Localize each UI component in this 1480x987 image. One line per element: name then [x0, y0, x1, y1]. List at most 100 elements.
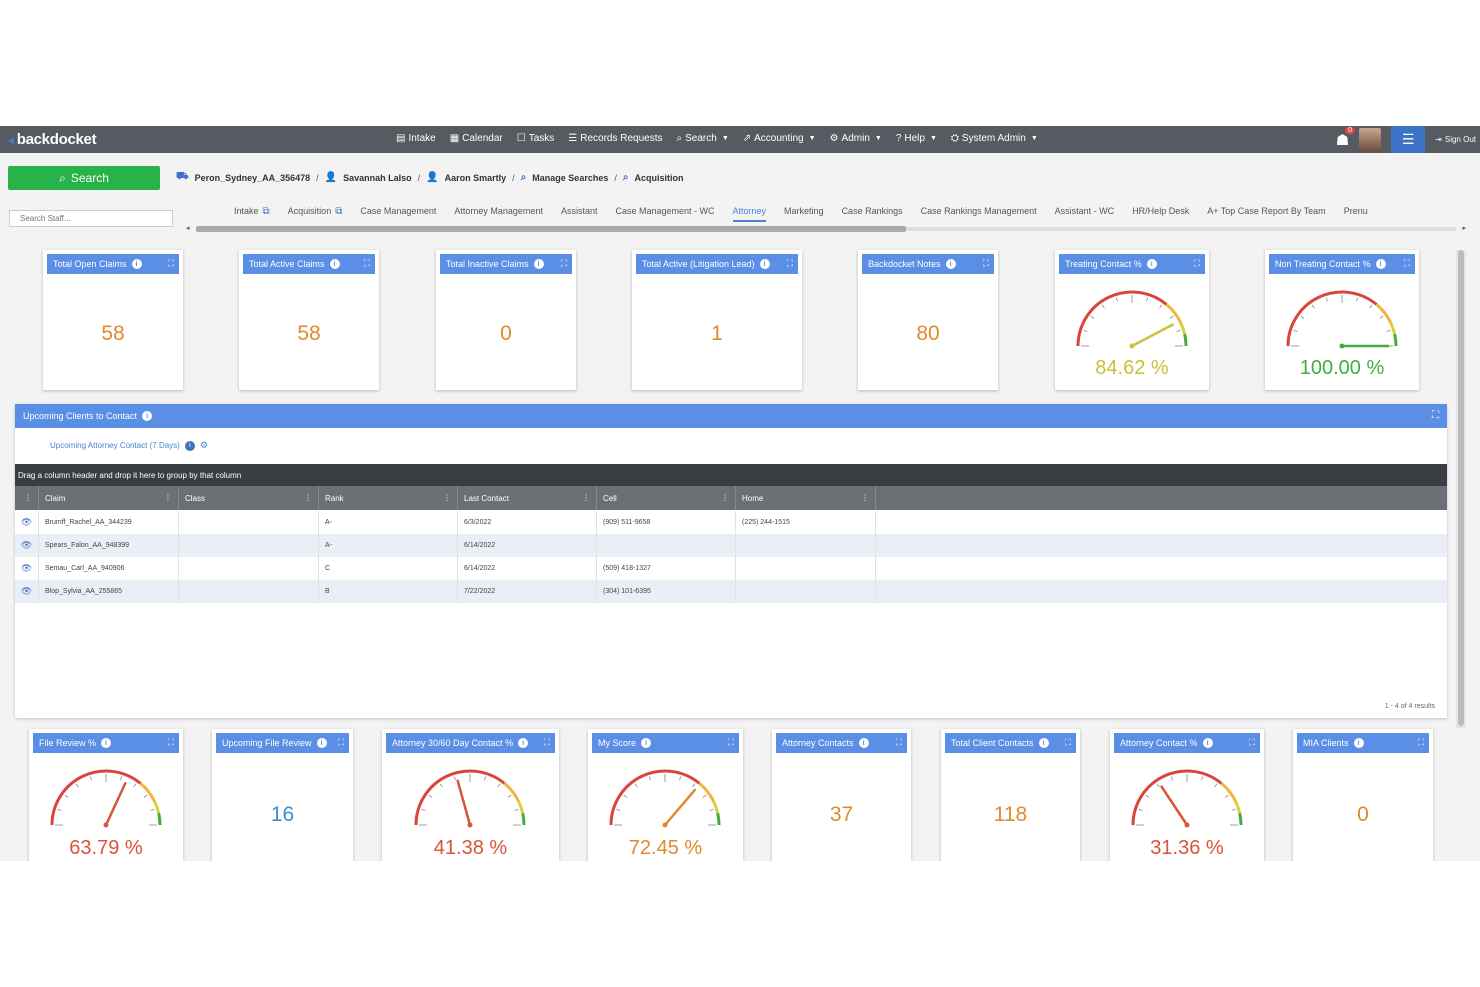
sign-out-button[interactable]: ⇥ Sign Out — [1435, 135, 1476, 144]
external-link-icon[interactable]: ⧉ — [262, 206, 270, 217]
tab-assistant[interactable]: Assistant — [561, 206, 598, 222]
expand-icon[interactable]: ⛶ — [363, 258, 370, 268]
breadcrumb-item[interactable]: Manage Searches — [532, 172, 609, 183]
nav-help[interactable]: ? Help ▼ — [896, 133, 937, 144]
info-icon[interactable]: i — [142, 411, 153, 421]
column-menu-icon[interactable]: ⋮ — [721, 493, 729, 502]
nav-admin[interactable]: ⚙ Admin ▼ — [830, 133, 882, 144]
info-icon[interactable]: i — [101, 738, 112, 748]
column-header-rank[interactable]: Rank ⋮ — [319, 486, 458, 510]
info-icon[interactable]: i — [1038, 738, 1049, 748]
column-menu-icon[interactable]: ⋮ — [24, 493, 32, 502]
info-icon[interactable]: i — [184, 440, 195, 451]
column-menu-icon[interactable]: ⋮ — [304, 493, 312, 502]
cell-claim[interactable]: Brumff_Rachel_AA_344239 — [39, 511, 179, 534]
staff-search-input[interactable] — [9, 210, 173, 227]
tab-attorney[interactable]: Attorney — [732, 206, 767, 222]
tab-acquisition[interactable]: Acquisition ⧉ — [288, 206, 343, 222]
expand-icon[interactable]: ⛶ — [560, 258, 567, 268]
nav-intake[interactable]: ▤ Intake — [396, 133, 436, 144]
tab-hr-help-desk[interactable]: HR/Help Desk — [1132, 206, 1189, 222]
info-icon[interactable]: i — [1146, 259, 1157, 269]
scroll-left-icon[interactable]: ◂ — [186, 225, 190, 232]
nav-records-requests[interactable]: ☰ Records Requests — [568, 133, 662, 144]
column-menu-icon[interactable]: ⋮ — [582, 493, 590, 502]
tab-case-management-wc[interactable]: Case Management - WC — [615, 206, 714, 222]
nav-system-admin[interactable]: ⛭ System Admin ▼ — [951, 133, 1038, 144]
table-row[interactable]: 👁 Spears_Falon_AA_948399 A- 6/14/2022 — [15, 534, 1447, 557]
search-button[interactable]: ⌕ Search — [8, 166, 160, 190]
info-icon[interactable]: i — [131, 259, 142, 269]
column-header-home[interactable]: Home ⋮ — [736, 486, 876, 510]
scroll-right-icon[interactable]: ▸ — [1462, 225, 1466, 232]
page-scrollbar[interactable] — [1456, 250, 1466, 728]
app-logo[interactable]: ◂ backdocket — [8, 131, 97, 148]
info-icon[interactable]: i — [1375, 259, 1386, 269]
cell-claim[interactable]: Blop_Sylvia_AA_255865 — [39, 580, 179, 603]
view-eye-icon[interactable]: 👁 — [15, 511, 39, 534]
breadcrumb-item[interactable]: Savannah Lalso — [343, 172, 412, 183]
expand-icon[interactable]: ⛶ — [1403, 258, 1410, 268]
scroll-thumb[interactable] — [196, 226, 906, 232]
view-eye-icon[interactable]: 👁 — [15, 580, 39, 603]
tab-case-rankings-management[interactable]: Case Rankings Management — [921, 206, 1037, 222]
tab-intake[interactable]: Intake ⧉ — [234, 206, 270, 222]
group-by-drop-zone[interactable]: Drag a column header and drop it here to… — [15, 464, 1447, 486]
tab-case-management[interactable]: Case Management — [360, 206, 436, 222]
column-header-last-contact[interactable]: Last Contact ⋮ — [458, 486, 597, 510]
view-eye-icon[interactable]: 👁 — [15, 557, 39, 580]
tab-case-rankings[interactable]: Case Rankings — [842, 206, 903, 222]
menu-toggle-button[interactable]: ☰ — [1391, 126, 1426, 153]
tab-assistant-wc[interactable]: Assistant - WC — [1055, 206, 1115, 222]
info-icon[interactable]: i — [641, 738, 652, 748]
nav-calendar[interactable]: ▦ Calendar — [450, 133, 503, 144]
breadcrumb-item[interactable]: Aaron Smartly — [444, 172, 507, 183]
info-icon[interactable]: i — [945, 259, 956, 269]
expand-icon[interactable]: ⛶ — [1417, 737, 1424, 747]
column-menu-icon[interactable]: ⋮ — [164, 493, 172, 502]
avatar[interactable] — [1359, 127, 1382, 152]
tab-attorney-management[interactable]: Attorney Management — [454, 206, 543, 222]
info-icon[interactable]: i — [316, 738, 327, 748]
expand-icon[interactable]: ⛶ — [786, 258, 793, 268]
expand-icon[interactable]: ⛶ — [337, 737, 344, 747]
expand-icon[interactable]: ⛶ — [1248, 737, 1255, 747]
options-icon[interactable]: ⚙ — [199, 440, 208, 450]
expand-icon[interactable]: ⛶ — [1193, 258, 1200, 268]
info-icon[interactable]: i — [1202, 738, 1213, 748]
tab-prenu[interactable]: Prenu — [1344, 206, 1368, 222]
page-scroll-thumb[interactable] — [1458, 250, 1464, 726]
table-row[interactable]: 👁 Semau_Carl_AA_940906 C 6/14/2022 (509)… — [15, 557, 1447, 580]
info-icon[interactable]: i — [533, 259, 544, 269]
expand-icon[interactable]: ⛶ — [982, 258, 989, 268]
expand-icon[interactable]: ⛶ — [167, 258, 174, 268]
expand-icon[interactable]: ⛶ — [167, 737, 174, 747]
tab-marketing[interactable]: Marketing — [784, 206, 824, 222]
expand-icon[interactable]: ⛶ — [1064, 737, 1071, 747]
upcoming-attorney-contact-link[interactable]: Upcoming Attorney Contact (7 Days) i ⚙ — [50, 440, 208, 451]
nav-accounting[interactable]: ⇗ Accounting ▼ — [743, 133, 816, 144]
view-eye-icon[interactable]: 👁 — [15, 534, 39, 557]
cell-claim[interactable]: Spears_Falon_AA_948399 — [39, 534, 179, 557]
expand-icon[interactable]: ⛶ — [895, 737, 902, 747]
column-menu-icon[interactable]: ⋮ — [443, 493, 451, 502]
column-menu-icon[interactable]: ⋮ — [861, 493, 869, 502]
nav-search[interactable]: ⌕ Search ▼ — [677, 133, 729, 144]
info-icon[interactable]: i — [858, 738, 869, 748]
expand-icon[interactable]: ⛶ — [1432, 410, 1439, 421]
info-icon[interactable]: i — [1353, 738, 1364, 748]
column-header-claim[interactable]: Claim ⋮ — [39, 486, 179, 510]
expand-icon[interactable]: ⛶ — [543, 737, 550, 747]
external-link-icon[interactable]: ⧉ — [335, 206, 343, 217]
tabs-scrollbar[interactable]: ◂ ▸ — [186, 225, 1466, 232]
breadcrumb-item[interactable]: Acquisition — [634, 172, 684, 183]
expand-icon[interactable]: ⛶ — [727, 737, 734, 747]
table-row[interactable]: 👁 Brumff_Rachel_AA_344239 A- 6/3/2022 (9… — [15, 511, 1447, 534]
info-icon[interactable]: i — [329, 259, 340, 269]
tab-top-case-report[interactable]: A+ Top Case Report By Team — [1207, 206, 1325, 222]
table-row[interactable]: 👁 Blop_Sylvia_AA_255865 B 7/22/2022 (304… — [15, 580, 1447, 603]
info-icon[interactable]: i — [518, 738, 529, 748]
info-icon[interactable]: i — [759, 259, 770, 269]
breadcrumb-item[interactable]: Peron_Sydney_AA_356478 — [194, 172, 311, 183]
cell-claim[interactable]: Semau_Carl_AA_940906 — [39, 557, 179, 580]
